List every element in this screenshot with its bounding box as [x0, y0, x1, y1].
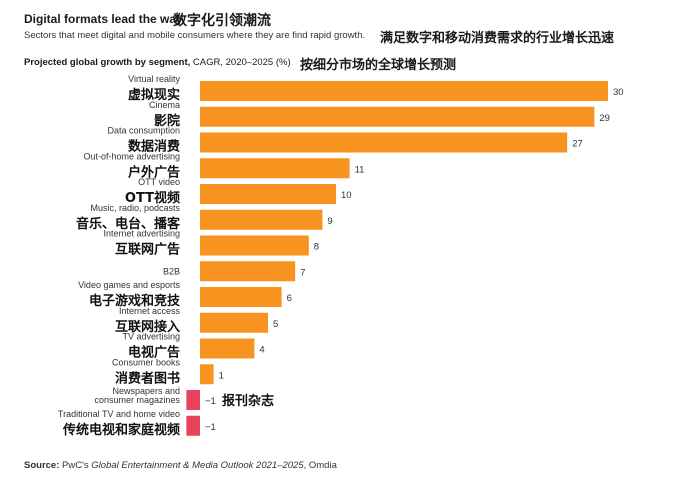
bar-2	[200, 132, 568, 153]
bar-1	[200, 106, 595, 127]
category-label-en-12-1: consumer magazines	[94, 395, 180, 405]
bar-12	[186, 390, 200, 410]
value-label-11: 1	[219, 370, 224, 381]
category-label-en-11: Consumer books	[112, 357, 181, 367]
annotation-newspapers-zh: 报刊杂志	[222, 393, 274, 409]
category-label-zh-4: OTT视频	[125, 190, 180, 206]
category-label-en-6: Internet advertising	[103, 229, 180, 239]
category-label-en-13: Traditional TV and home video	[58, 409, 180, 419]
bar-11	[200, 364, 214, 385]
source-label: Source:	[24, 460, 60, 471]
category-label-zh-3: 户外广告	[128, 164, 180, 180]
category-label-zh-2: 数据消费	[128, 139, 180, 155]
plot-title-en: Projected global growth by segment, CAGR…	[24, 57, 291, 68]
plot-title-rest: CAGR, 2020–2025 (%)	[190, 57, 291, 68]
chart-title-en: Digital formats lead the way	[24, 12, 183, 26]
chart-subtitle-zh: 满足数字和移动消费需求的行业增长迅速	[380, 30, 615, 45]
category-label-zh-13: 传统电视和家庭视频	[62, 422, 180, 438]
value-label-13: −1	[205, 422, 216, 433]
category-label-en-4: OTT video	[138, 177, 180, 187]
bar-7	[200, 261, 296, 282]
category-label-en-9: Internet access	[119, 306, 181, 316]
chart-subtitle-en: Sectors that meet digital and mobile con…	[24, 30, 366, 41]
category-label-zh-9: 互联网接入	[115, 319, 180, 335]
category-label-en-7: B2B	[163, 266, 180, 276]
category-label-en-1: Cinema	[149, 100, 180, 110]
value-label-3: 11	[355, 164, 365, 175]
value-label-12: −1	[205, 396, 216, 407]
bar-4	[200, 184, 336, 204]
value-label-9: 5	[273, 319, 278, 330]
category-label-en-3: Out-of-home advertising	[83, 151, 180, 161]
category-label-zh-10: 电视广告	[128, 345, 180, 361]
plot-title-zh: 按细分市场的全球增长预测	[300, 57, 457, 72]
category-label-en-0: Virtual reality	[128, 74, 180, 84]
value-label-4: 10	[341, 190, 352, 201]
category-label-zh-1: 影院	[154, 113, 180, 129]
bar-6	[200, 235, 309, 256]
category-label-zh-8: 电子游戏和竞技	[89, 293, 181, 309]
bar-10	[200, 338, 255, 359]
value-label-8: 6	[287, 293, 292, 304]
value-label-10: 4	[259, 345, 264, 356]
category-label-en-10: TV advertising	[122, 332, 180, 342]
value-label-5: 9	[327, 216, 332, 227]
chart-title-zh: 数字化引领潮流	[173, 12, 271, 28]
source-post: , Omdia	[303, 460, 337, 471]
plot-title-bold: Projected global growth by segment,	[24, 57, 191, 68]
category-label-zh-0: 虚拟现实	[128, 87, 180, 103]
category-label-zh-5: 音乐、电台、播客	[76, 216, 181, 232]
value-label-0: 30	[613, 87, 624, 98]
bar-0	[200, 81, 608, 101]
value-label-7: 7	[300, 267, 305, 278]
bar-13	[186, 415, 200, 436]
value-label-2: 27	[572, 139, 583, 150]
source-publication: Global Entertainment & Media Outlook 202…	[91, 460, 304, 471]
bar-3	[200, 158, 350, 179]
source-pre: PwC's	[59, 460, 92, 471]
category-label-en-5: Music, radio, podcasts	[90, 203, 180, 213]
category-label-zh-11: 消费者图书	[115, 370, 180, 386]
bar-8	[200, 287, 282, 307]
source-note: Source: PwC's Global Entertainment & Med…	[24, 460, 337, 471]
value-label-1: 29	[599, 113, 610, 124]
value-label-6: 8	[314, 242, 319, 253]
bar-9	[200, 312, 268, 333]
category-label-en-2: Data consumption	[107, 126, 180, 136]
category-label-en-12-0: Newspapers and	[112, 386, 180, 396]
category-label-en-8: Video games and esports	[78, 280, 180, 290]
bar-5	[200, 209, 323, 230]
category-label-zh-6: 互联网广告	[115, 242, 180, 258]
